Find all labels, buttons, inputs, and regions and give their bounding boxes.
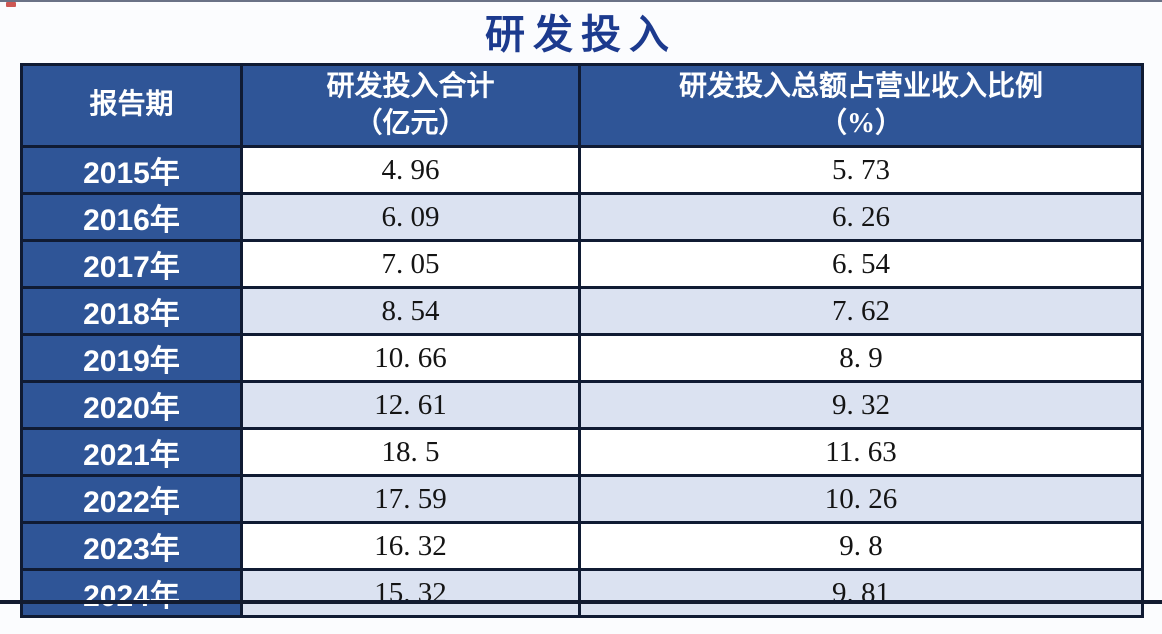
cell-rd-ratio: 8. 9 <box>578 333 1144 383</box>
cell-period: 2021年 <box>20 427 243 477</box>
cell-rd-total: 12. 61 <box>240 380 581 430</box>
cell-period: 2022年 <box>20 474 243 524</box>
cell-rd-ratio: 7. 62 <box>578 286 1144 336</box>
table-row: 2022年 17. 59 10. 26 <box>20 474 1144 524</box>
table-row: 2017年 7. 05 6. 54 <box>20 239 1144 289</box>
cell-rd-total: 16. 32 <box>240 521 581 571</box>
cell-rd-total: 6. 09 <box>240 192 581 242</box>
bottom-edge-bar <box>0 600 1162 604</box>
cell-rd-total: 17. 59 <box>240 474 581 524</box>
header-rd-ratio-line2: （%） <box>818 107 903 139</box>
table-row: 2019年 10. 66 8. 9 <box>20 333 1144 383</box>
cell-period: 2024年 <box>20 568 243 618</box>
cell-rd-ratio: 5. 73 <box>578 145 1144 195</box>
cell-rd-total: 7. 05 <box>240 239 581 289</box>
table-row: 2024年 15. 32 9. 81 <box>20 568 1144 618</box>
table-row: 2021年 18. 5 11. 63 <box>20 427 1144 477</box>
header-rd-total-line2: （亿元） <box>354 107 467 139</box>
cell-period: 2015年 <box>20 145 243 195</box>
table-row: 2015年 4. 96 5. 73 <box>20 145 1144 195</box>
cell-period: 2016年 <box>20 192 243 242</box>
cell-period: 2018年 <box>20 286 243 336</box>
header-report-period-label: 报告期 <box>89 89 174 121</box>
cell-rd-total: 15. 32 <box>240 568 581 618</box>
cell-rd-ratio: 6. 26 <box>578 192 1144 242</box>
cell-rd-total: 10. 66 <box>240 333 581 383</box>
cell-rd-ratio: 6. 54 <box>578 239 1144 289</box>
cell-rd-ratio: 10. 26 <box>578 474 1144 524</box>
cell-period: 2020年 <box>20 380 243 430</box>
cell-period: 2017年 <box>20 239 243 289</box>
cell-rd-total: 8. 54 <box>240 286 581 336</box>
header-report-period: 报告期 <box>20 63 243 148</box>
page-title: 研发投入 <box>485 12 677 57</box>
cell-rd-total: 18. 5 <box>240 427 581 477</box>
cell-rd-ratio: 9. 81 <box>578 568 1144 618</box>
header-rd-ratio: 研发投入总额占营业收入比例 （%） <box>578 63 1144 148</box>
cell-rd-ratio: 9. 8 <box>578 521 1144 571</box>
header-rd-ratio-line1: 研发投入总额占营业收入比例 <box>678 70 1043 102</box>
cell-rd-total: 4. 96 <box>240 145 581 195</box>
rd-investment-table: 报告期 研发投入合计 （亿元） 研发投入总额占营业收入比例 （%） 2015年 … <box>20 63 1144 618</box>
table-header-row: 报告期 研发投入合计 （亿元） 研发投入总额占营业收入比例 （%） <box>20 63 1144 148</box>
table-row: 2020年 12. 61 9. 32 <box>20 380 1144 430</box>
top-edge-line <box>0 0 1162 2</box>
table-row: 2016年 6. 09 6. 26 <box>20 192 1144 242</box>
cell-period: 2023年 <box>20 521 243 571</box>
header-rd-total-line1: 研发投入合计 <box>326 70 495 102</box>
red-artifact-mark <box>6 2 16 7</box>
cell-rd-ratio: 11. 63 <box>578 427 1144 477</box>
table-row: 2018年 8. 54 7. 62 <box>20 286 1144 336</box>
cell-period: 2019年 <box>20 333 243 383</box>
header-rd-total: 研发投入合计 （亿元） <box>240 63 581 148</box>
cell-rd-ratio: 9. 32 <box>578 380 1144 430</box>
table-row: 2023年 16. 32 9. 8 <box>20 521 1144 571</box>
